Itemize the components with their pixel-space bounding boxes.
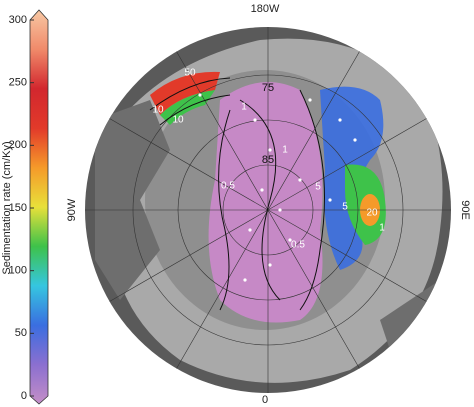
contour: [239, 99, 281, 301]
contour-label: 5: [315, 182, 321, 193]
contour-label: 10: [152, 105, 164, 116]
colorbar: [29, 9, 49, 405]
colorbar-tick-label: 250: [9, 77, 27, 89]
contour: [218, 109, 231, 311]
sample-site: [278, 208, 282, 212]
sample-site: [328, 198, 332, 202]
graticule: [109, 118, 427, 302]
sample-site: [268, 148, 272, 152]
contour-label: 20: [366, 208, 378, 219]
meridian-label: 90W: [66, 198, 78, 221]
colorbar-tick-label: 200: [9, 139, 27, 151]
sample-site: [253, 118, 257, 122]
colorbar-tick-label: 0: [21, 390, 27, 402]
contour: [159, 94, 231, 126]
contour: [149, 77, 231, 111]
sample-site: [268, 263, 272, 267]
meridian-label: 0: [262, 394, 268, 406]
latitude-label: 75: [262, 82, 274, 94]
colorbar-label: Sedimentation rate (cm/Ky): [1, 141, 13, 274]
contour-label: 10: [172, 115, 184, 126]
latitude-label: 85: [262, 154, 274, 166]
sample-site: [198, 93, 202, 97]
colorbar-tick-label: 50: [15, 327, 27, 339]
meridian-label: 90E: [459, 200, 471, 220]
sample-site: [288, 238, 292, 242]
contour-label: 50: [184, 68, 196, 79]
sample-site: [338, 118, 342, 122]
contour-label: 5: [342, 202, 348, 213]
contour-label: 1: [379, 223, 385, 234]
map: [85, 27, 451, 393]
sample-site: [353, 138, 357, 142]
colorbar-tick-label: 150: [9, 202, 27, 214]
colorbar-tick-label: 100: [9, 265, 27, 277]
sample-site: [243, 278, 247, 282]
meridian-label: 180W: [251, 3, 280, 15]
rate-field: [208, 82, 323, 323]
contour-label: 0.5: [221, 181, 235, 192]
contour-label: 1: [282, 145, 288, 156]
colorbar-tick-label: 300: [9, 14, 27, 26]
land: [95, 100, 170, 300]
sample-site: [298, 178, 302, 182]
sample-site: [308, 98, 312, 102]
contour: [299, 89, 325, 311]
sample-site: [248, 228, 252, 232]
contour-label: 1: [241, 102, 247, 113]
sample-site: [260, 188, 264, 192]
contour-label: 0.5: [291, 240, 305, 251]
